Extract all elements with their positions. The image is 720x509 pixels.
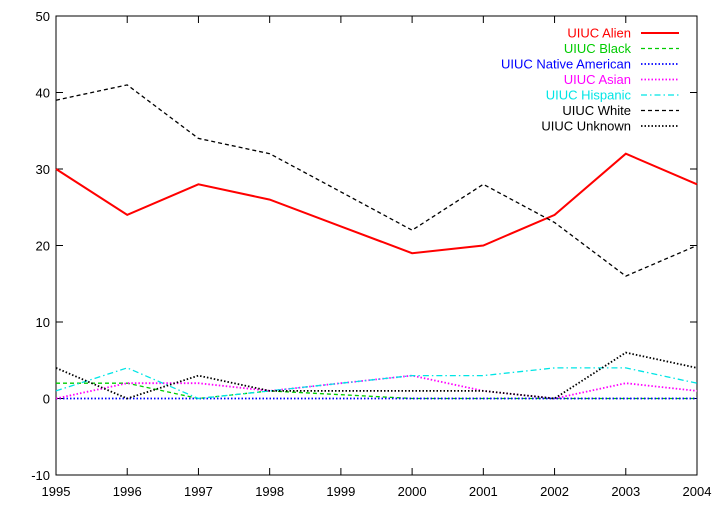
legend-label: UIUC Black — [564, 41, 632, 56]
legend-label: UIUC Unknown — [541, 119, 631, 134]
x-tick-label: 2004 — [683, 484, 712, 499]
y-tick-label: 0 — [43, 392, 50, 407]
x-tick-label: 2001 — [469, 484, 498, 499]
x-tick-label: 2000 — [398, 484, 427, 499]
legend-label: UIUC Native American — [501, 57, 631, 72]
axes: -10 0 10 20 30 40 50 1995 1996 1997 1998 1999 2000 20… — [31, 9, 711, 499]
y-tick-label: 30 — [36, 162, 50, 177]
y-tick-label: 50 — [36, 9, 50, 24]
series-lines — [55, 84, 698, 400]
x-tick-label: 2003 — [611, 484, 640, 499]
y-tick-label: 40 — [36, 86, 50, 101]
legend-label: UIUC Hispanic — [546, 88, 632, 103]
series-line-6 — [55, 351, 698, 400]
x-tick-label: 1995 — [42, 484, 71, 499]
y-tick-label: -10 — [31, 468, 50, 483]
x-tick-label: 1996 — [113, 484, 142, 499]
series-line-3 — [55, 374, 698, 400]
legend-label: UIUC Asian — [564, 72, 631, 87]
series-line-4 — [55, 367, 698, 400]
y-tick-label: 10 — [36, 315, 50, 330]
x-tick-label: 1998 — [255, 484, 284, 499]
y-tick-label: 20 — [36, 239, 50, 254]
x-tick-label: 2002 — [540, 484, 569, 499]
x-tick-label: 1997 — [184, 484, 213, 499]
legend-label: UIUC White — [562, 103, 631, 118]
legend-label: UIUC Alien — [567, 26, 631, 41]
series-line-1 — [56, 382, 697, 400]
x-tick-label: 1999 — [326, 484, 355, 499]
series-line-0 — [55, 152, 698, 255]
